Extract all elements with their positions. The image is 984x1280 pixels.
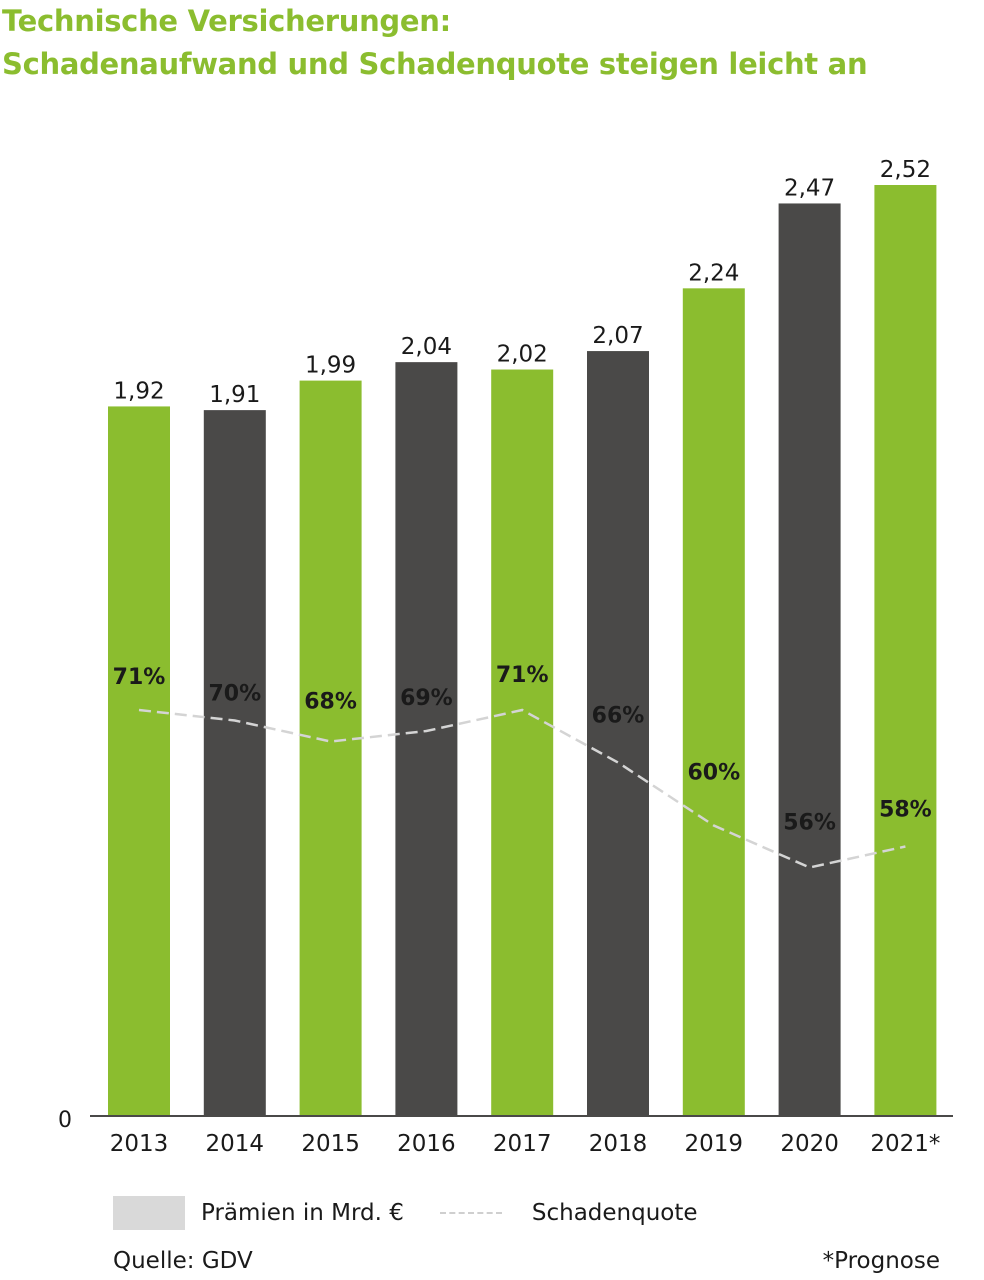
forecast-note: *Prognose xyxy=(822,1248,940,1274)
schadenquote-label: 56% xyxy=(783,811,836,836)
bar-2015 xyxy=(299,380,362,1116)
schadenquote-label: 71% xyxy=(113,665,166,690)
schadenquote-label: 69% xyxy=(400,686,453,711)
chart-title: Technische Versicherungen: Schadenaufwan… xyxy=(2,0,868,86)
bar-2013 xyxy=(108,406,170,1115)
x-tick-label: 2020 xyxy=(780,1131,839,1157)
x-tick-label: 2014 xyxy=(206,1131,265,1157)
bar-value-label: 2,02 xyxy=(497,342,548,368)
y-axis-zero-label: 0 xyxy=(58,1108,72,1133)
schadenquote-line xyxy=(138,708,906,869)
bar-value-label: 1,91 xyxy=(209,382,260,408)
bar-value-label: 2,04 xyxy=(401,334,452,360)
x-tick-label: 2016 xyxy=(397,1131,456,1157)
bar-line-chart: 1,92 1,91 1,99 2,04 2,02 2,07 2,24 2,47 2,52 71%… xyxy=(58,157,953,1157)
bar-2017 xyxy=(491,369,554,1115)
x-tick-label: 2021* xyxy=(870,1131,940,1157)
bar-value-labels: 1,92 1,91 1,99 2,04 2,02 2,07 2,24 2,47 2,52 xyxy=(113,157,931,408)
bar-2019 xyxy=(682,288,745,1115)
schadenquote-labels: 71% 70% 68% 69% 71% 66% 60% 56% 58% xyxy=(113,663,932,836)
bar-2018 xyxy=(587,351,649,1116)
bar-value-label: 2,52 xyxy=(880,157,931,183)
legend-line-label: Schadenquote xyxy=(531,1200,698,1226)
schadenquote-label: 71% xyxy=(496,663,549,688)
bar-2020 xyxy=(778,203,841,1115)
schadenquote-polyline xyxy=(138,708,906,869)
schadenquote-label: 70% xyxy=(208,682,261,707)
title-line-2: Schadenaufwand und Schadenquote steigen … xyxy=(2,47,868,81)
x-tick-label: 2015 xyxy=(301,1131,360,1157)
legend-bar-swatch xyxy=(113,1196,185,1230)
bar-value-label: 2,47 xyxy=(784,175,835,201)
bar-series xyxy=(108,185,937,1116)
bar-value-label: 1,92 xyxy=(113,378,164,404)
schadenquote-label: 58% xyxy=(879,798,932,823)
x-tick-label: 2019 xyxy=(685,1131,744,1157)
source-note: Quelle: GDV xyxy=(113,1248,253,1274)
bar-2014 xyxy=(203,410,266,1116)
schadenquote-label: 60% xyxy=(687,761,740,786)
bar-value-label: 2,24 xyxy=(688,260,739,286)
legend-line-swatch xyxy=(439,1212,502,1214)
bar-2021 xyxy=(874,185,937,1115)
chart-legend: Prämien in Mrd. € Schadenquote xyxy=(113,1196,698,1230)
legend-bars-label: Prämien in Mrd. € xyxy=(201,1200,404,1226)
x-tick-label: 2018 xyxy=(589,1131,648,1157)
x-axis-tick-labels: 2013 2014 2015 2016 2017 2018 2019 2020 2021* xyxy=(110,1131,941,1157)
x-tick-label: 2017 xyxy=(493,1131,552,1157)
x-tick-label: 2013 xyxy=(110,1131,169,1157)
bar-2016 xyxy=(395,362,458,1116)
bar-value-label: 1,99 xyxy=(305,353,356,379)
schadenquote-label: 66% xyxy=(592,704,645,729)
schadenquote-label: 68% xyxy=(304,690,357,715)
title-line-1: Technische Versicherungen: xyxy=(2,4,451,38)
bar-value-label: 2,07 xyxy=(592,323,643,349)
